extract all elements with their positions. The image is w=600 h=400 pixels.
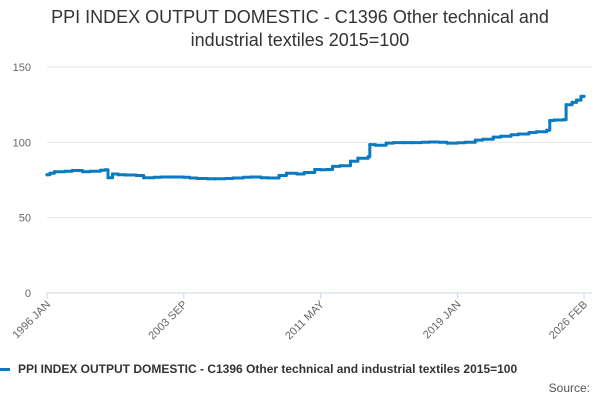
y-tick-label-1: 50: [19, 213, 31, 225]
data-point-0-13: [134, 173, 138, 178]
data-point-0-34: [319, 168, 323, 172]
data-point-0-20: [195, 176, 199, 181]
data-point-0-32: [302, 170, 306, 175]
data-point-0-41: [368, 143, 372, 147]
data-point-0-24: [231, 176, 235, 180]
data-point-0-62: [548, 118, 552, 123]
data-point-0-14: [142, 176, 146, 180]
x-tick-label-0: 1996 JAN: [10, 299, 53, 342]
data-point-0-40: [366, 155, 370, 159]
data-point-0-11: [116, 173, 120, 177]
data-point-0-38: [348, 159, 353, 163]
data-point-0-52: [463, 140, 467, 144]
data-point-0-69: [582, 94, 586, 98]
x-tick-label-1: 2003 SEP: [146, 299, 190, 343]
data-point-0-39: [356, 156, 360, 160]
legend-swatch: [0, 368, 10, 372]
data-point-0-44: [392, 141, 396, 145]
data-point-0-43: [384, 141, 388, 145]
chart-title-line-1: PPI INDEX OUTPUT DOMESTIC - C1396 Other …: [51, 7, 549, 27]
data-point-0-68: [579, 94, 583, 98]
chart-title-line-2: industrial textiles 2015=100: [190, 30, 410, 50]
x-tick-label-4: 2026 FEB: [547, 299, 590, 342]
data-point-0-4: [70, 168, 74, 173]
data-point-0-2: [52, 170, 57, 174]
data-point-0-46: [409, 141, 413, 145]
data-point-0-30: [284, 171, 289, 175]
x-tick-label-2: 2011 MAY: [283, 298, 327, 342]
data-point-0-59: [527, 130, 531, 135]
data-point-0-51: [456, 141, 460, 145]
data-point-0-53: [473, 138, 477, 142]
series-line-0: [45, 94, 586, 181]
data-point-0-36: [331, 164, 335, 168]
data-point-0-18: [182, 175, 186, 179]
data-point-0-17: [170, 175, 174, 179]
data-point-0-45: [402, 141, 406, 145]
data-point-0-63: [552, 118, 556, 122]
data-point-0-56: [499, 134, 503, 138]
data-point-0-3: [63, 169, 67, 173]
data-point-0-49: [438, 140, 442, 144]
data-point-0-37: [338, 164, 342, 168]
data-point-0-16: [159, 175, 164, 179]
y-tick-label-2: 100: [13, 137, 31, 149]
data-point-0-29: [277, 173, 281, 178]
data-point-0-47: [420, 140, 424, 144]
data-point-0-66: [570, 100, 574, 104]
data-point-0-0: [45, 173, 49, 177]
data-point-0-5: [81, 170, 85, 174]
data-point-0-8: [103, 168, 107, 172]
data-point-0-55: [491, 135, 495, 139]
data-point-0-58: [516, 132, 521, 136]
data-point-0-61: [545, 128, 549, 132]
data-point-0-33: [313, 167, 317, 172]
data-point-0-35: [325, 167, 329, 172]
data-point-0-50: [445, 141, 449, 145]
data-point-0-64: [561, 118, 565, 122]
data-point-0-42: [374, 143, 378, 147]
chart-title: PPI INDEX OUTPUT DOMESTIC - C1396 Other …: [0, 6, 600, 52]
data-point-0-7: [99, 168, 103, 172]
y-tick-label-0: 0: [25, 288, 31, 300]
data-point-0-57: [509, 133, 513, 137]
source-label: Source:: [548, 381, 590, 395]
chart-legend[interactable]: PPI INDEX OUTPUT DOMESTIC - C1396 Other …: [0, 362, 517, 380]
data-point-0-10: [110, 172, 115, 176]
data-point-0-54: [481, 137, 485, 141]
data-point-0-21: [206, 177, 210, 181]
data-point-0-15: [152, 175, 156, 179]
data-point-0-48: [427, 140, 431, 144]
data-point-0-27: [259, 176, 263, 180]
data-point-0-23: [223, 176, 228, 181]
data-point-0-12: [124, 173, 128, 177]
data-point-0-1: [48, 171, 52, 175]
data-point-0-28: [267, 176, 271, 180]
y-tick-label-3: 150: [13, 62, 31, 74]
data-point-0-26: [249, 175, 253, 179]
data-point-0-22: [213, 177, 217, 181]
data-point-0-65: [564, 103, 568, 107]
legend-label: PPI INDEX OUTPUT DOMESTIC - C1396 Other …: [18, 362, 518, 376]
data-point-0-60: [534, 130, 539, 134]
data-point-0-25: [241, 175, 245, 179]
data-point-0-9: [106, 176, 110, 180]
data-point-0-31: [295, 172, 299, 176]
data-point-0-19: [188, 176, 192, 180]
data-point-0-6: [88, 169, 92, 173]
x-tick-label-3: 2019 JAN: [421, 299, 464, 342]
data-point-0-67: [575, 98, 579, 102]
